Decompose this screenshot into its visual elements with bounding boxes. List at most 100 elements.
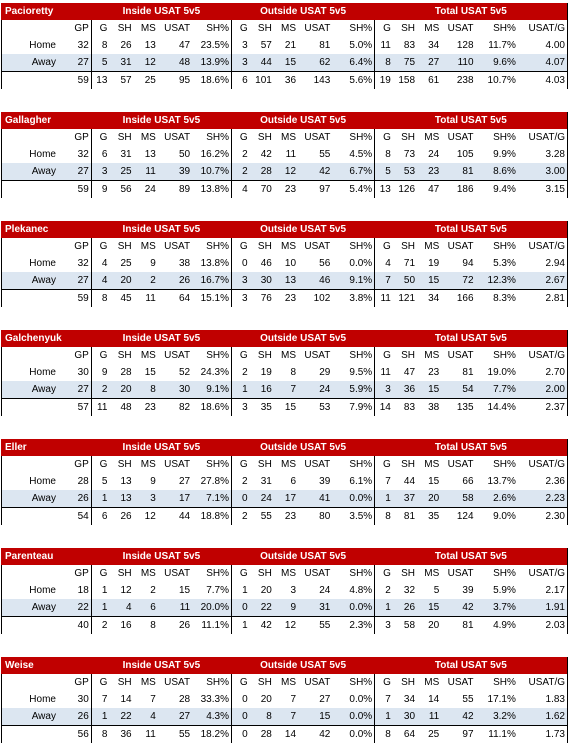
table-row: Away 27 4 20 2 26 16.7% 3 30 13 46 9.1% 7 50 15 72 12.3%… (0, 272, 568, 290)
table-row: 56 8 36 11 55 18.2% 0 28 14 42 0.0% 8 64 25 97 11.1% 1.7… (0, 725, 568, 743)
table-cell: 31 (298, 599, 333, 617)
table-cell: 9 (133, 473, 158, 490)
table-cell: 12 (133, 54, 158, 72)
row-label: Home (0, 37, 58, 54)
player-table: Eller Inside USAT 5v5 Outside USAT 5v5 Tota… (0, 439, 568, 525)
table-cell: 102 (298, 289, 333, 307)
table-cell: 9 (91, 364, 110, 381)
table-cell: 94 (441, 255, 476, 272)
table-cell: 38 (157, 255, 193, 272)
table-cell: 14 (417, 691, 442, 708)
player-name: Gallagher (1, 112, 92, 129)
table-cell: 20 (417, 616, 442, 634)
table-cell: 19 (417, 255, 442, 272)
column-header: USAT (441, 129, 476, 146)
table-cell: 2 (133, 582, 158, 599)
table-cell: 17 (157, 490, 193, 508)
row-label (0, 507, 58, 525)
section-header: Total USAT 5v5 (374, 3, 568, 20)
table-cell: 9.9% (475, 146, 518, 163)
table-row: Home 18 1 12 2 15 7.7% 1 20 3 24 4.8% 2 32 5 39 5.9% 2.17 (0, 582, 568, 599)
column-header: SH (109, 129, 134, 146)
table-row: 40 2 16 8 26 11.1% 1 42 12 55 2.3% 3 58 20 81 4.9% 2.03 (0, 616, 568, 634)
table-cell: 30 (249, 272, 274, 290)
table-cell: 14.4% (475, 398, 518, 416)
table-cell: 34 (392, 691, 418, 708)
column-header: G (231, 456, 250, 473)
table-cell: 3 (231, 272, 250, 290)
table-cell: 2.3% (332, 616, 376, 634)
table-cell: 36 (109, 725, 134, 743)
column-header: G (374, 347, 393, 364)
table-cell: 11.1% (475, 725, 518, 743)
section-header: Total USAT 5v5 (374, 330, 568, 347)
column-header: G (374, 456, 393, 473)
table-cell: 8 (374, 725, 393, 743)
player-block: Pacioretty Inside USAT 5v5 Outside USAT 5v… (0, 3, 568, 89)
table-cell: 81 (298, 37, 333, 54)
table-cell: 13 (374, 180, 393, 198)
table-cell: 1.62 (517, 708, 568, 726)
table-cell: 47 (392, 364, 418, 381)
table-cell: 1 (91, 490, 110, 508)
table-cell: 0 (231, 255, 250, 272)
column-header: USAT/G (517, 565, 568, 582)
table-cell: 83 (392, 398, 418, 416)
column-header: USAT (441, 20, 476, 37)
table-cell: 10.7% (475, 71, 518, 89)
column-header: SH (249, 456, 274, 473)
table-cell: 31 (109, 146, 134, 163)
column-header-row: GP G SH MS USAT SH% G SH MS USAT SH% G SH MS USAT SH% US… (0, 347, 568, 364)
table-cell: 5.9% (332, 381, 376, 399)
table-cell: 71 (392, 255, 418, 272)
table-cell: 2.00 (517, 381, 568, 399)
table-row: Away 26 1 22 4 27 4.3% 0 8 7 15 0.0% 1 30 11 42 3.2% 1.62 (0, 708, 568, 726)
table-cell: 3 (374, 616, 393, 634)
table-cell: 1 (374, 708, 393, 726)
row-label (0, 129, 58, 146)
table-cell: 3 (231, 289, 250, 307)
player-name: Weise (1, 657, 92, 674)
table-cell: 9.4% (475, 180, 518, 198)
table-cell: 15 (298, 708, 333, 726)
table-cell: 24.3% (192, 364, 232, 381)
table-cell: 23 (273, 507, 299, 525)
table-cell: 110 (441, 54, 476, 72)
table-cell: 11 (133, 289, 158, 307)
table-cell: 59 (57, 289, 92, 307)
table-cell: 10 (273, 255, 299, 272)
table-cell: 13 (109, 473, 134, 490)
row-label: Away (0, 381, 58, 399)
table-cell: 66 (441, 473, 476, 490)
table-cell: 16.2% (192, 146, 232, 163)
table-cell: 58 (392, 616, 418, 634)
table-cell: 16.7% (192, 272, 232, 290)
column-header: G (91, 674, 110, 691)
table-cell: 6.7% (332, 163, 376, 181)
table-cell: 23 (417, 364, 442, 381)
table-cell: 0 (231, 599, 250, 617)
table-cell: 23 (273, 180, 299, 198)
table-cell: 124 (441, 507, 476, 525)
row-label (0, 565, 58, 582)
table-cell: 42 (441, 708, 476, 726)
column-header: SH% (192, 674, 232, 691)
table-cell: 81 (441, 163, 476, 181)
table-cell: 56 (298, 255, 333, 272)
column-header: SH% (192, 238, 232, 255)
table-cell: 0 (231, 490, 250, 508)
table-cell: 20.0% (192, 599, 232, 617)
player-block: Parenteau Inside USAT 5v5 Outside USAT 5v5… (0, 548, 568, 634)
table-cell: 42 (298, 163, 333, 181)
table-cell: 27 (298, 691, 333, 708)
table-cell: 12.3% (475, 272, 518, 290)
column-header: G (231, 347, 250, 364)
table-cell: 186 (441, 180, 476, 198)
table-cell: 4.5% (332, 146, 376, 163)
column-header: MS (273, 565, 299, 582)
table-cell: 20 (249, 582, 274, 599)
player-block: Gallagher Inside USAT 5v5 Outside USAT 5v5… (0, 112, 568, 198)
table-cell: 1 (231, 381, 250, 399)
table-cell: 25 (133, 71, 158, 89)
table-cell: 0 (231, 691, 250, 708)
